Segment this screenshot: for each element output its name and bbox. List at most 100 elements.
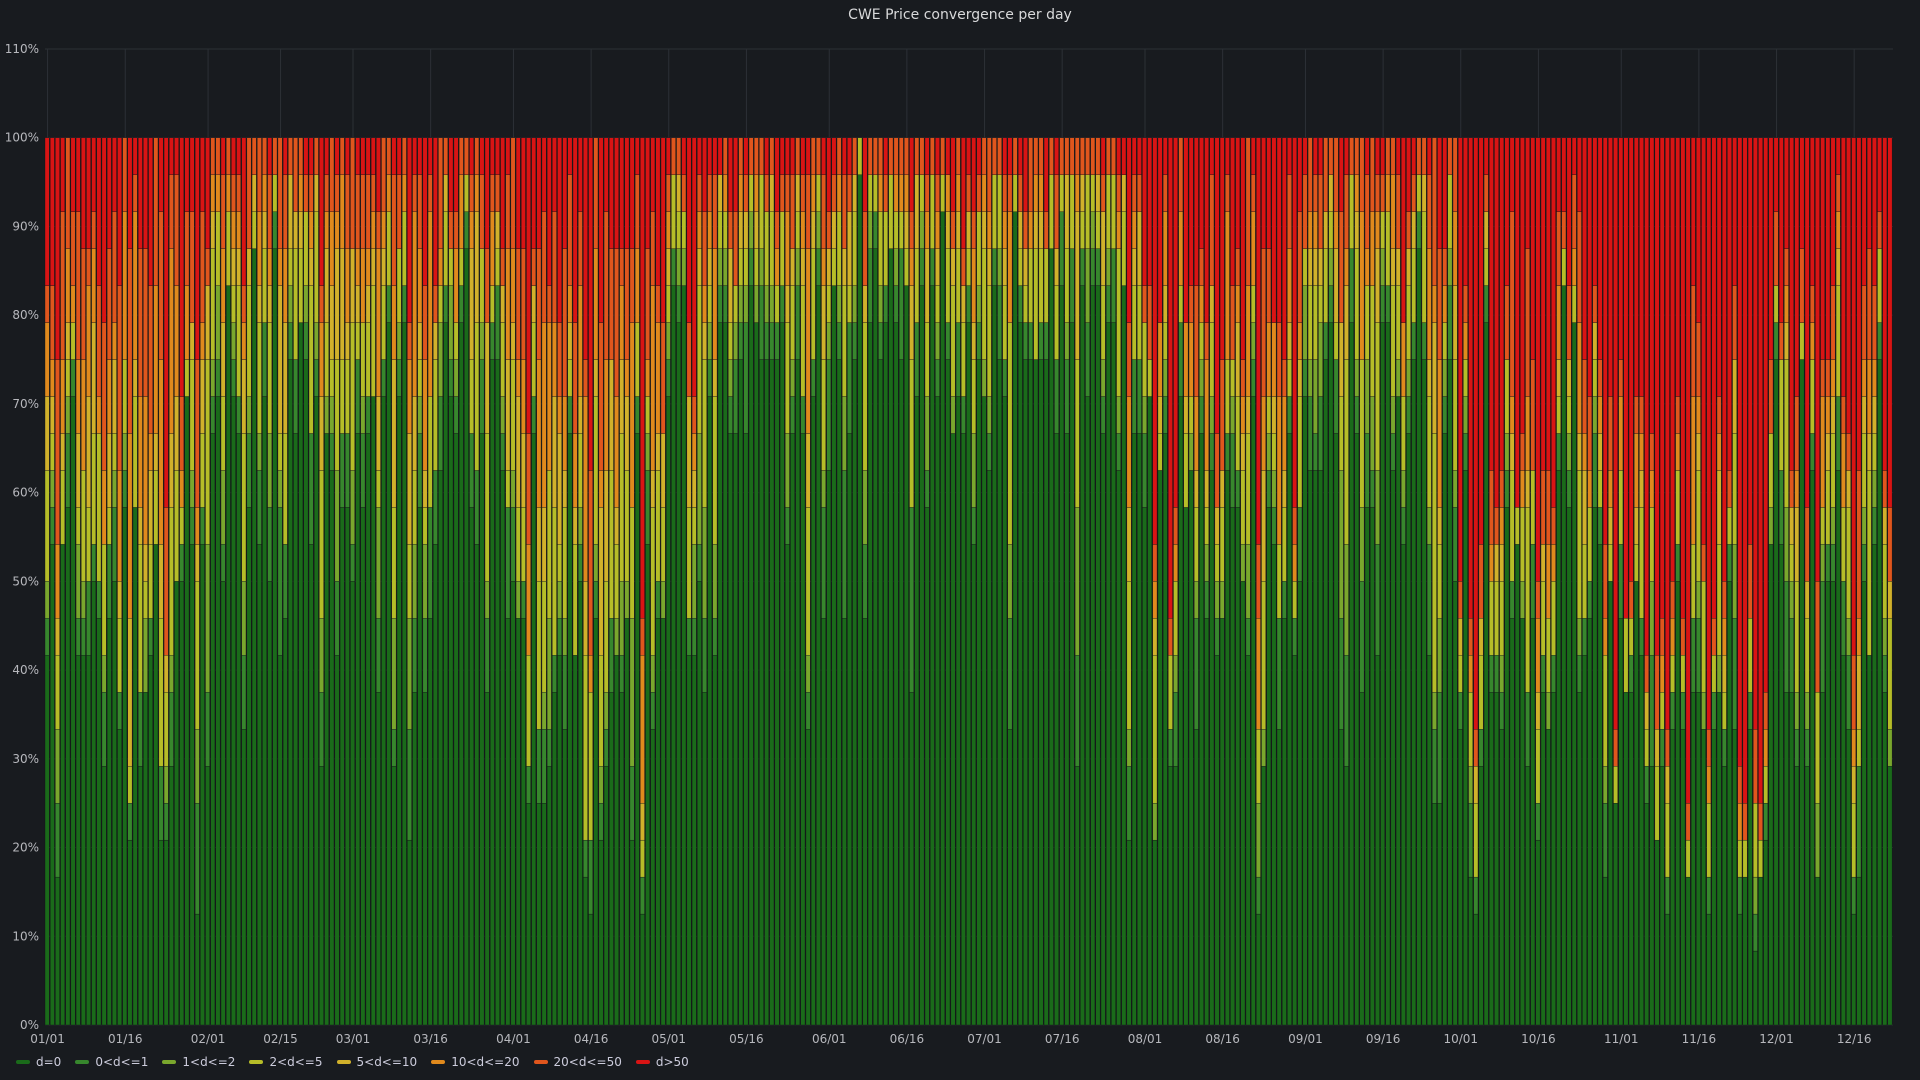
bar-segment: [324, 396, 329, 434]
bar-segment: [924, 470, 930, 508]
bar-segment: [971, 433, 977, 508]
bar-segment: [842, 618, 847, 1026]
bar-segment: [671, 248, 676, 286]
legend-item[interactable]: d>50: [635, 1055, 689, 1069]
bar-segment: [329, 285, 335, 360]
bar-segment: [1442, 359, 1448, 397]
legend-item[interactable]: 1<d<=2: [162, 1055, 235, 1069]
bar-segment: [91, 544, 97, 582]
bar-segment: [319, 692, 324, 767]
bar-segment: [303, 285, 309, 323]
bar-segment: [1706, 876, 1712, 915]
bar-segment: [1794, 766, 1800, 1026]
bar-segment: [924, 248, 930, 323]
bar-segment: [210, 211, 216, 249]
bar-segment: [1344, 655, 1349, 767]
legend-item[interactable]: d=0: [16, 1055, 61, 1069]
bar-segment: [867, 174, 873, 212]
bar-segment: [1225, 470, 1230, 1026]
bar-segment: [831, 174, 837, 212]
bar-segment: [1173, 655, 1178, 693]
bar-segment: [552, 396, 557, 508]
bar-segment: [1111, 137, 1116, 175]
bar-segment: [360, 507, 366, 1026]
bar-segment: [1162, 285, 1168, 323]
bar-segment: [1732, 544, 1737, 619]
bar-segment: [515, 359, 521, 397]
bar-segment: [603, 729, 609, 767]
bar-segment: [1825, 581, 1831, 1026]
bar-segment: [303, 137, 309, 175]
bar-segment: [1504, 433, 1510, 471]
bar-segment: [1701, 729, 1706, 1026]
bar-segment: [1370, 507, 1375, 1026]
bar-segment: [1540, 470, 1546, 545]
bar-segment: [883, 322, 889, 1026]
bar-segment: [1649, 581, 1655, 656]
bar-segment: [70, 285, 76, 323]
bar-segment: [655, 470, 661, 582]
bar-segment: [65, 396, 71, 434]
bar-segment: [935, 396, 940, 1026]
bar-segment: [1618, 470, 1624, 545]
legend-item[interactable]: 2<d<=5: [249, 1055, 323, 1069]
bar-segment: [298, 174, 304, 212]
bar-segment: [1856, 137, 1862, 471]
bar-segment: [1313, 359, 1318, 434]
bar-segment: [1276, 618, 1282, 730]
bar-segment: [355, 248, 361, 286]
bar-segment: [1784, 581, 1789, 693]
bar-segment: [862, 470, 868, 545]
bar-segment: [1157, 322, 1163, 397]
bar-segment: [986, 396, 992, 434]
bar-segment: [1846, 618, 1851, 656]
legend-item[interactable]: 5<d<=10: [336, 1055, 417, 1069]
legend-item[interactable]: 0<d<=1: [75, 1055, 148, 1069]
bar-segment: [1297, 359, 1303, 397]
bar-segment: [1856, 766, 1862, 878]
bar-segment: [712, 544, 718, 619]
bar-segment: [60, 470, 65, 545]
bar-segment: [427, 137, 433, 175]
bar-segment: [1571, 285, 1577, 323]
bar-segment: [500, 248, 505, 286]
bar-segment: [1188, 285, 1194, 323]
bar-segment: [1494, 692, 1499, 1026]
bar-segment: [1872, 433, 1877, 471]
bar-segment: [1499, 137, 1505, 471]
bar-segment: [521, 581, 526, 619]
bar-segment: [1214, 655, 1220, 1026]
bar-segment: [1618, 137, 1624, 360]
bar-segment: [469, 174, 474, 212]
bar-segment: [1872, 396, 1877, 434]
bar-segment: [365, 433, 371, 1026]
bar-segment: [443, 137, 449, 175]
bar-segment: [1209, 285, 1215, 323]
bar-segment: [1841, 396, 1846, 434]
bar-segment: [572, 433, 578, 508]
bar-segment: [1002, 396, 1008, 1026]
bar-segment: [1670, 581, 1675, 619]
bar-segment: [707, 322, 713, 360]
bar-segment: [541, 581, 547, 693]
bar-segment: [810, 248, 816, 360]
bar-segment: [1872, 359, 1877, 397]
legend-item[interactable]: 20<d<=50: [533, 1055, 622, 1069]
bar-segment: [557, 322, 562, 397]
bar-segment: [1535, 618, 1541, 693]
bar-segment: [1566, 433, 1572, 471]
y-tick-label: 40%: [12, 663, 39, 677]
bar-segment: [1773, 322, 1779, 360]
bar-segment: [1571, 137, 1577, 175]
bar-segment: [376, 396, 381, 471]
bar-segment: [210, 248, 216, 360]
bar-segment: [1556, 285, 1561, 360]
bar-segment: [1882, 470, 1888, 508]
legend-item[interactable]: 10<d<=20: [431, 1055, 520, 1069]
bar-segment: [1701, 137, 1706, 545]
bar-segment: [1820, 137, 1825, 360]
bar-segment: [50, 359, 55, 397]
bar-segment: [1085, 322, 1090, 397]
bar-segment: [1716, 433, 1722, 471]
bar-segment: [1540, 137, 1546, 471]
